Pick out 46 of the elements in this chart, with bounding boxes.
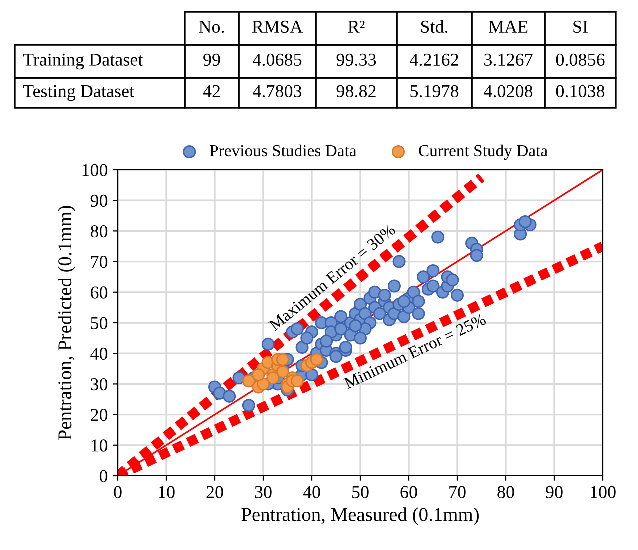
x-tick-label: 70 <box>450 486 466 498</box>
x-tick-label: 100 <box>591 486 616 498</box>
y-tick-label: 30 <box>91 378 108 391</box>
text: 98.82 <box>336 85 376 98</box>
x-tick-label: 20 <box>206 486 224 498</box>
y-tick-label: 100 <box>82 164 108 176</box>
x-tick-label: 30 <box>255 486 272 498</box>
y-tick-label: 0 <box>100 470 108 482</box>
x-tick-label: 90 <box>546 486 563 498</box>
text: 3.1267 <box>484 54 533 66</box>
legend-label: Previous Studies Data <box>210 144 357 157</box>
text: 0.0856 <box>556 54 605 66</box>
text: RMSA <box>252 20 303 34</box>
text: MAE <box>488 20 528 33</box>
y-tick-label: 10 <box>92 440 108 452</box>
text: 0.1038 <box>556 85 605 98</box>
text: SI <box>574 20 588 34</box>
x-tick-label: 10 <box>159 486 175 498</box>
text: 4.2162 <box>410 54 458 66</box>
text: Std. <box>421 20 448 34</box>
text: Training Dataset <box>23 54 144 70</box>
x-tick-label: 60 <box>400 486 418 498</box>
text: 99 <box>204 54 220 66</box>
text: 4.0208 <box>484 85 533 98</box>
y-axis-title: Pentration, Predicted (0.1mm) <box>58 206 76 440</box>
text: 4.7803 <box>253 85 302 98</box>
y-tick-label: 80 <box>90 225 108 238</box>
legend-label: Current Study Data <box>419 144 548 160</box>
y-tick-label: 70 <box>91 256 108 268</box>
x-tick-label: 40 <box>303 486 320 498</box>
text: 42 <box>203 85 220 98</box>
x-tick-label: 50 <box>352 486 369 498</box>
x-tick-label: 80 <box>498 486 514 498</box>
text: Testing Dataset <box>23 85 134 102</box>
y-tick-label: 60 <box>91 286 108 299</box>
y-tick-label: 20 <box>91 409 108 422</box>
y-tick-label: 50 <box>91 317 108 330</box>
y-tick-label: 40 <box>90 348 108 360</box>
text: No. <box>199 21 224 34</box>
text: R² <box>348 20 365 33</box>
x-axis-title: Pentration, Measured (0.1mm) <box>242 508 479 526</box>
y-tick-label: 90 <box>90 194 108 208</box>
text: 4.0685 <box>253 54 302 66</box>
x-tick-label: 0 <box>114 486 122 498</box>
text: 5.1978 <box>410 85 459 98</box>
text: 99.33 <box>336 54 376 66</box>
